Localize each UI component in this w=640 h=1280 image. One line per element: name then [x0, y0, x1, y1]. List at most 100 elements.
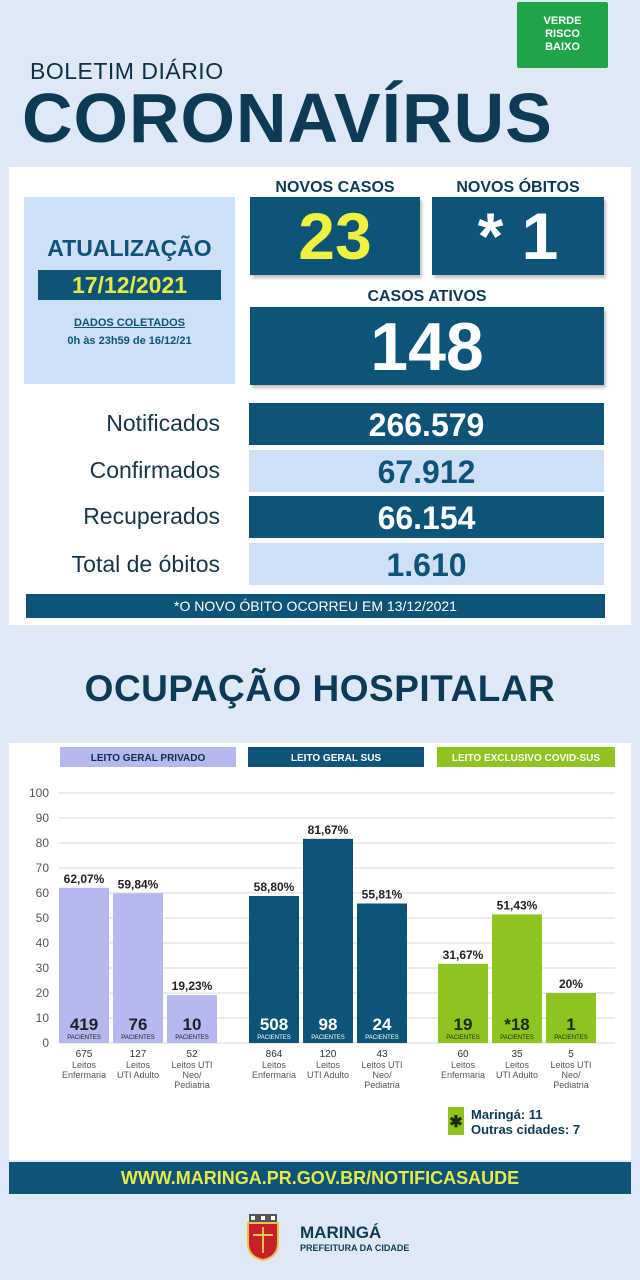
bar-percent-label: 59,84% [118, 877, 159, 891]
bar-patients-unit: PACIENTES [554, 1035, 588, 1041]
bar-bed-type-label: Pediatria [553, 1080, 589, 1090]
y-tick-label: 60 [36, 886, 50, 900]
bar-beds-count: 43 [376, 1049, 388, 1060]
new-deaths-label: NOVOS ÓBITOS [456, 179, 580, 196]
bar-percent-label: 62,07% [64, 872, 105, 886]
active-cases-label: CASOS ATIVOS [367, 288, 487, 305]
chart-bar [357, 903, 407, 1043]
legend-asterisk-box [448, 1107, 464, 1135]
bar-bed-type-label: Neo/ [182, 1070, 202, 1080]
bar-beds-count: 127 [130, 1049, 147, 1060]
update-title: ATUALIZAÇÃO [47, 235, 212, 261]
bar-beds-count: 52 [186, 1049, 198, 1060]
chart-group-title: LEITO EXCLUSIVO COVID-SUS [452, 753, 600, 764]
legend-asterisk-icon: ✱ [449, 1114, 462, 1131]
bar-beds-count: 60 [457, 1049, 469, 1060]
bar-patients-count: 98 [319, 1015, 338, 1034]
bar-bed-type-label: UTI Adulto [117, 1070, 159, 1080]
bar-patients-unit: PACIENTES [257, 1035, 291, 1041]
bar-percent-label: 55,81% [362, 887, 403, 901]
update-box: ATUALIZAÇÃO 17/12/2021 DADOS COLETADOS 0… [24, 197, 235, 384]
risk-line-3: BAIXO [545, 41, 580, 53]
chart-bar [438, 963, 488, 1043]
chart-bar [113, 893, 163, 1043]
bar-bed-type-label: Leitos [505, 1060, 530, 1070]
chart-bar [492, 914, 542, 1043]
bar-beds-count: 675 [76, 1049, 93, 1060]
chart-bar [249, 896, 299, 1043]
bar-beds-count: 35 [511, 1049, 523, 1060]
bar-patients-count: 24 [373, 1015, 392, 1034]
bar-patients-unit: PACIENTES [67, 1035, 101, 1041]
bar-patients-unit: PACIENTES [365, 1035, 399, 1041]
bar-bed-type-label: UTI Adulto [496, 1070, 538, 1080]
new-cases-value: 23 [250, 197, 420, 275]
y-tick-label: 40 [36, 936, 50, 950]
footer-url[interactable]: WWW.MARINGA.PR.GOV.BR/NOTIFICASAUDE [9, 1162, 631, 1194]
death-note: *O NOVO ÓBITO OCORREU EM 13/12/2021 [26, 594, 605, 618]
y-tick-label: 70 [36, 861, 50, 875]
bar-patients-unit: PACIENTES [311, 1035, 345, 1041]
bar-bed-type-label: Leitos [72, 1060, 97, 1070]
bar-bed-type-label: Leitos [126, 1060, 151, 1070]
stat-label-confirmed: Confirmados [89, 457, 220, 483]
bar-patients-count: 19 [454, 1015, 473, 1034]
legend-maringa: Maringá: 11 [471, 1107, 543, 1122]
occupancy-chart-panel: 100 90 80 70 60 50 40 30 20 10 0 LEITO GERAL PRIVAD… [9, 743, 631, 1160]
chart-bar [167, 994, 217, 1043]
bar-patients-count: 1 [566, 1015, 575, 1034]
chart-bar [59, 887, 109, 1043]
stat-value-recovered: 66.154 [249, 496, 604, 538]
active-cases-value: 148 [250, 307, 604, 385]
bar-percent-label: 81,67% [308, 823, 349, 837]
bar-bed-type-label: Leitos [262, 1060, 287, 1070]
y-tick-label: 0 [42, 1036, 49, 1050]
bar-bed-type-label: Leitos [316, 1060, 341, 1070]
y-tick-label: 30 [36, 961, 50, 975]
bar-bed-type-label: Leitos UTI [550, 1060, 591, 1070]
y-tick-label: 10 [36, 1011, 50, 1025]
bar-patients-unit: PACIENTES [121, 1035, 155, 1041]
y-tick-label: 80 [36, 836, 50, 850]
bar-beds-count: 120 [320, 1049, 337, 1060]
bar-patients-unit: PACIENTES [446, 1035, 480, 1041]
y-tick-label: 50 [36, 911, 50, 925]
occupancy-title: OCUPAÇÃO HOSPITALAR [84, 668, 556, 709]
city-crest-logo [247, 1214, 279, 1261]
bar-percent-label: 19,23% [172, 979, 213, 993]
bar-patients-count: 419 [70, 1015, 98, 1034]
bar-bed-type-label: Neo/ [561, 1070, 581, 1080]
risk-badge: VERDE RISCO BAIXO [517, 2, 608, 68]
bar-percent-label: 58,80% [254, 880, 295, 894]
y-tick-label: 100 [29, 786, 49, 800]
bar-percent-label: 20% [559, 977, 583, 991]
update-date: 17/12/2021 [38, 270, 221, 300]
stat-label-notified: Notificados [106, 410, 220, 436]
bar-bed-type-label: UTI Adulto [307, 1070, 349, 1080]
bar-patients-unit: PACIENTES [500, 1035, 534, 1041]
risk-line-1: VERDE [543, 15, 582, 27]
bar-bed-type-label: Neo/ [372, 1070, 392, 1080]
stat-value-notified: 266.579 [249, 403, 604, 445]
bar-bed-type-label: Enfermaria [441, 1070, 485, 1080]
bar-patients-count: 76 [129, 1015, 148, 1034]
y-tick-label: 20 [36, 986, 50, 1000]
new-cases-label: NOVOS CASOS [275, 179, 395, 196]
page-title: CORONAVÍRUS [22, 79, 553, 157]
bar-percent-label: 51,43% [497, 898, 538, 912]
bar-patients-unit: PACIENTES [175, 1035, 209, 1041]
bulletin-subtitle: BOLETIM DIÁRIO [30, 58, 224, 84]
bar-patients-count: 508 [260, 1015, 288, 1034]
bar-bed-type-label: Enfermaria [252, 1070, 296, 1080]
stat-value-confirmed: 67.912 [249, 450, 604, 492]
chart-group-header [60, 747, 236, 767]
bar-bed-type-label: Leitos [451, 1060, 476, 1070]
y-tick-label: 90 [36, 811, 50, 825]
bar-bed-type-label: Leitos UTI [361, 1060, 402, 1070]
chart-group-title: LEITO GERAL SUS [291, 753, 382, 764]
bar-patients-count: 10 [183, 1015, 202, 1034]
chart-bar [303, 838, 353, 1043]
bar-bed-type-label: Pediatria [364, 1080, 400, 1090]
stat-value-total-deaths: 1.610 [249, 543, 604, 585]
